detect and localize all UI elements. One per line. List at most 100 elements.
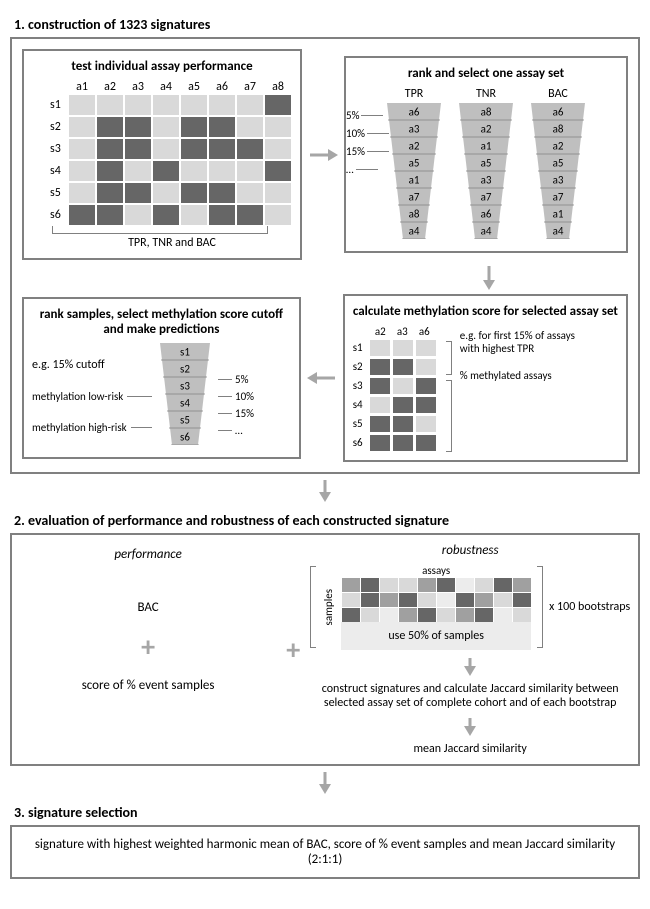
rob-box: samples assays use 50% of samples x 100 …: [310, 564, 630, 650]
row-label: s3: [50, 142, 68, 156]
cell: [380, 608, 398, 622]
performance-label: performance: [114, 547, 181, 562]
cell: [153, 95, 179, 115]
grid-row: s5: [50, 182, 292, 204]
svg-text:a7: a7: [481, 191, 492, 204]
cell: [237, 205, 263, 225]
svg-text:s2: s2: [180, 363, 190, 376]
cell: [181, 117, 207, 137]
cell: [237, 139, 263, 159]
svg-text:a1: a1: [553, 208, 564, 221]
cell: [416, 435, 436, 451]
cell: [125, 161, 151, 181]
pct-label: …: [346, 163, 389, 176]
svg-text:s1: s1: [180, 346, 190, 359]
svg-text:a1: a1: [481, 140, 492, 153]
bracket-left: [310, 566, 316, 648]
cell: [456, 578, 474, 592]
funnel-svg: a6a8a2a5a3a7a1a4: [531, 103, 585, 239]
cell: [416, 359, 436, 375]
cell: [97, 161, 123, 181]
svg-text:a1: a1: [409, 174, 420, 187]
cell: [342, 608, 360, 622]
cell: [209, 161, 235, 181]
svg-text:a2: a2: [481, 123, 492, 136]
row-label: s1: [353, 341, 369, 354]
cell: [125, 139, 151, 159]
grid-row: s6: [50, 204, 292, 226]
section3-box: signature with highest weighted harmonic…: [10, 825, 640, 879]
cell: [494, 608, 512, 622]
use50-label: use 50% of samples: [341, 622, 531, 650]
cell: [237, 95, 263, 115]
q1-bracket-label: TPR, TNR and BAC: [52, 236, 292, 250]
grid-row: s6: [353, 433, 438, 452]
col-label: a3: [391, 325, 413, 338]
row-bottom: rank samples, select methylation score c…: [22, 294, 628, 462]
cell: [209, 205, 235, 225]
funnel-title: BAC: [548, 87, 568, 101]
arrow-sec2-sec3: [10, 766, 640, 798]
cell: [416, 416, 436, 432]
robustness-col: robustness samples assays use 50% of sam…: [310, 543, 630, 756]
svg-text:s6: s6: [180, 431, 190, 444]
panel-q3: rank samples, select methylation score c…: [22, 297, 301, 459]
q2-pcts: 5%10%15%…: [346, 109, 389, 176]
cell: [370, 397, 390, 413]
cell: [361, 608, 379, 622]
cell: [209, 183, 235, 203]
pct-label: …: [218, 424, 243, 437]
row-label: s2: [353, 360, 369, 373]
robustness-label: robustness: [442, 543, 499, 558]
cell: [209, 139, 235, 159]
cell: [97, 183, 123, 203]
row-label: s4: [353, 398, 369, 411]
q4-grid: a2a3a6 s1s2s3s4s5s6: [353, 325, 438, 452]
q1-bracket: [52, 226, 292, 234]
cell: [393, 378, 413, 394]
pct-label: 5%: [346, 109, 389, 122]
grid-row: [341, 592, 531, 607]
svg-text:a5: a5: [481, 157, 492, 170]
section1-box: test individual assay performance a1a2a3…: [10, 37, 640, 474]
funnel-title: TNR: [476, 87, 496, 101]
panel-q2: rank and select one assay set 5%10%15%… …: [344, 56, 628, 253]
cell: [370, 340, 390, 356]
construct-text: construct signatures and calculate Jacca…: [310, 682, 630, 710]
arrow-sec1-sec2: [10, 474, 640, 506]
svg-text:a5: a5: [409, 157, 420, 170]
cell: [370, 435, 390, 451]
cell: [69, 161, 95, 181]
col-label: a2: [369, 325, 391, 338]
cell: [342, 578, 360, 592]
col-label: a4: [152, 80, 180, 94]
cell: [265, 139, 291, 159]
funnel-svg: a6a3a2a5a1a7a8a4: [387, 103, 441, 239]
cell: [393, 435, 413, 451]
cell: [181, 139, 207, 159]
svg-text:s3: s3: [180, 380, 190, 393]
cell: [418, 593, 436, 607]
bootstraps-label: x 100 bootstraps: [549, 600, 630, 614]
row-label: s2: [50, 120, 68, 134]
section2-title: 2. evaluation of performance and robustn…: [14, 512, 640, 529]
q4-title: calculate methylation score for selected…: [353, 304, 618, 319]
cell: [456, 593, 474, 607]
funnel-svg: a8a2a1a5a3a7a6a4: [459, 103, 513, 239]
cell: [393, 340, 413, 356]
plus-icon: +: [141, 629, 155, 664]
cell: [209, 117, 235, 137]
svg-text:a4: a4: [553, 225, 564, 238]
svg-text:a2: a2: [553, 140, 564, 153]
row-label: s5: [353, 417, 369, 430]
cell: [125, 205, 151, 225]
cell: [475, 608, 493, 622]
row-label: s6: [50, 208, 68, 222]
row-label: s5: [50, 186, 68, 200]
cell: [361, 593, 379, 607]
funnel-col: BACa6a8a2a5a3a7a1a4: [531, 87, 585, 243]
cell: [416, 340, 436, 356]
section1-title: 1. construction of 1323 signatures: [14, 16, 640, 33]
row-label: s4: [50, 164, 68, 178]
cell: [237, 161, 263, 181]
